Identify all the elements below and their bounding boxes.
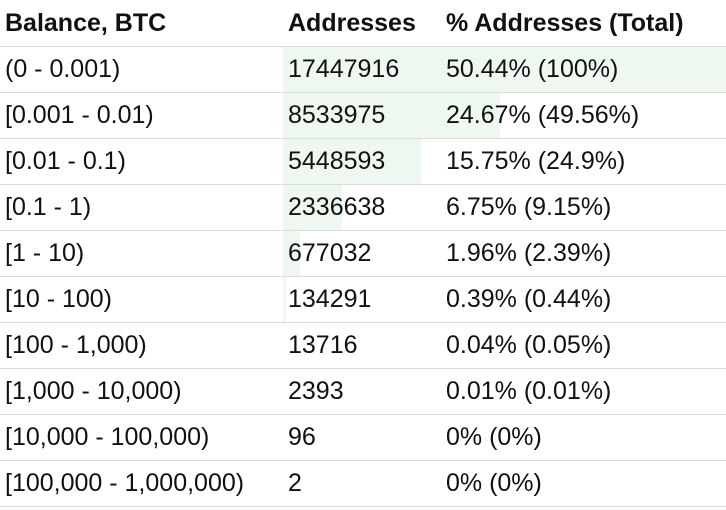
share-bar <box>283 185 342 230</box>
balance-range-cell: [100 - 1,000) <box>0 322 283 369</box>
addresses-value: 134291 <box>288 285 372 313</box>
balance-range-cell: [10,000 - 100,000) <box>0 414 283 461</box>
percent-cell: 0.39% (0.44%) <box>441 276 726 323</box>
percent-value: 24.67% (49.56%) <box>446 101 640 129</box>
addresses-cell: 17447916 <box>283 46 441 93</box>
header-addresses: Addresses <box>283 0 441 47</box>
addresses-value: 5448593 <box>288 147 386 175</box>
table-row: [100 - 1,000) 13716 0.04% (0.05%) <box>0 322 726 369</box>
table-row: (0 - 0.001) 17447916 50.44% (100%) <box>0 46 726 93</box>
percent-cell: 0.04% (0.05%) <box>441 322 726 369</box>
table-row: [0.001 - 0.01) 8533975 24.67% (49.56%) <box>0 92 726 139</box>
percent-cell: 0% (0%) <box>441 414 726 461</box>
balance-range-cell: [0.01 - 0.1) <box>0 138 283 185</box>
table-row: [100,000 - 1,000,000) 2 0% (0%) <box>0 460 726 507</box>
table-row: [1 - 10) 677032 1.96% (2.39%) <box>0 230 726 277</box>
percent-cell: 6.75% (9.15%) <box>441 184 726 231</box>
header-row: Balance, BTC Addresses % Addresses (Tota… <box>0 0 726 47</box>
balance-range-cell: [100,000 - 1,000,000) <box>0 460 283 507</box>
share-bar <box>283 93 441 138</box>
percent-value: 0% (0%) <box>446 423 542 451</box>
share-bar <box>283 139 421 184</box>
table-header: Balance, BTC Addresses % Addresses (Tota… <box>0 0 726 47</box>
share-bar <box>283 277 286 322</box>
table-row: [10 - 100) 134291 0.39% (0.44%) <box>0 276 726 323</box>
addresses-value: 8533975 <box>288 101 386 129</box>
percent-cell: 50.44% (100%) <box>441 46 726 93</box>
addresses-value: 96 <box>288 423 316 451</box>
table-body: (0 - 0.001) 17447916 50.44% (100%) [0.001 -… <box>0 46 726 507</box>
header-balance: Balance, BTC <box>0 0 283 47</box>
percent-value: 50.44% (100%) <box>446 55 619 83</box>
percent-cell: 15.75% (24.9%) <box>441 138 726 185</box>
addresses-value: 677032 <box>288 239 372 267</box>
percent-value: 0% (0%) <box>446 469 542 497</box>
addresses-value: 13716 <box>288 331 358 359</box>
percent-value: 0.01% (0.01%) <box>446 377 612 405</box>
addresses-cell: 2393 <box>283 368 441 415</box>
percent-cell: 0% (0%) <box>441 460 726 507</box>
table-row: [10,000 - 100,000) 96 0% (0%) <box>0 414 726 461</box>
share-bar <box>283 231 300 276</box>
percent-value: 6.75% (9.15%) <box>446 193 612 221</box>
percent-value: 1.96% (2.39%) <box>446 239 612 267</box>
table-row: [0.1 - 1) 2336638 6.75% (9.15%) <box>0 184 726 231</box>
addresses-value: 17447916 <box>288 55 400 83</box>
share-bar-continued <box>441 93 500 138</box>
percent-cell: 0.01% (0.01%) <box>441 368 726 415</box>
balance-range-cell: [0.1 - 1) <box>0 184 283 231</box>
percent-value: 0.39% (0.44%) <box>446 285 612 313</box>
percent-value: 0.04% (0.05%) <box>446 331 612 359</box>
addresses-value: 2 <box>288 469 302 497</box>
share-bar <box>283 47 441 92</box>
balance-range-cell: (0 - 0.001) <box>0 46 283 93</box>
addresses-cell: 8533975 <box>283 92 441 139</box>
share-bar-continued <box>441 47 726 92</box>
table-row: [1,000 - 10,000) 2393 0.01% (0.01%) <box>0 368 726 415</box>
percent-cell: 24.67% (49.56%) <box>441 92 726 139</box>
addresses-cell: 96 <box>283 414 441 461</box>
balance-range-cell: [1 - 10) <box>0 230 283 277</box>
addresses-value: 2393 <box>288 377 344 405</box>
addresses-cell: 13716 <box>283 322 441 369</box>
percent-cell: 1.96% (2.39%) <box>441 230 726 277</box>
addresses-cell: 5448593 <box>283 138 441 185</box>
table-row: [0.01 - 0.1) 5448593 15.75% (24.9%) <box>0 138 726 185</box>
addresses-cell: 134291 <box>283 276 441 323</box>
header-percent: % Addresses (Total) <box>441 0 726 47</box>
balance-range-cell: [10 - 100) <box>0 276 283 323</box>
addresses-cell: 677032 <box>283 230 441 277</box>
percent-value: 15.75% (24.9%) <box>446 147 626 175</box>
addresses-cell: 2 <box>283 460 441 507</box>
addresses-cell: 2336638 <box>283 184 441 231</box>
addresses-value: 2336638 <box>288 193 386 221</box>
balance-range-cell: [1,000 - 10,000) <box>0 368 283 415</box>
balance-range-cell: [0.001 - 0.01) <box>0 92 283 139</box>
